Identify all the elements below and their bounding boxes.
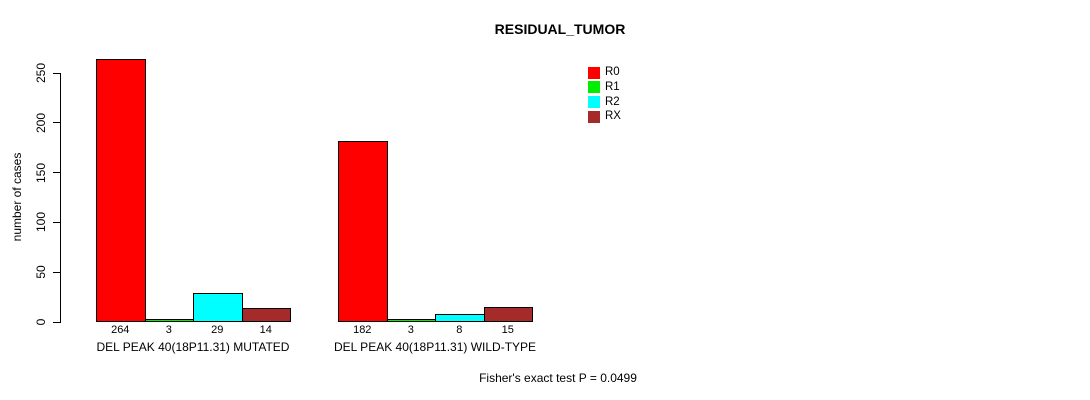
annotation-text: Fisher's exact test P = 0.0499 bbox=[479, 371, 637, 385]
y-axis-tick bbox=[53, 221, 61, 223]
y-axis-label: number of cases bbox=[10, 152, 24, 242]
bar-R0 bbox=[338, 141, 388, 322]
legend-swatch-R1 bbox=[588, 81, 600, 94]
bar-R2 bbox=[435, 314, 485, 322]
y-tick-label: 250 bbox=[34, 62, 48, 84]
y-tick-label: 0 bbox=[34, 318, 48, 326]
legend-item: R0 bbox=[588, 66, 620, 79]
y-tick-label: 50 bbox=[34, 265, 48, 279]
bar-RX bbox=[241, 308, 291, 322]
legend-swatch-RX bbox=[588, 110, 600, 123]
legend-item: RX bbox=[588, 110, 621, 123]
bar-value-label: 15 bbox=[501, 324, 514, 336]
y-tick-label: 200 bbox=[34, 112, 48, 133]
bar-value-label: 264 bbox=[111, 324, 130, 336]
bar-R1 bbox=[386, 319, 436, 322]
bar-R0 bbox=[96, 59, 146, 322]
group-axis-label: DEL PEAK 40(18P11.31) MUTATED bbox=[96, 340, 290, 354]
legend-label: R0 bbox=[605, 66, 620, 78]
legend-swatch-R0 bbox=[588, 66, 600, 79]
y-axis-line bbox=[60, 73, 61, 323]
bar-R2 bbox=[193, 293, 243, 322]
legend-item: R1 bbox=[588, 81, 620, 94]
y-axis-tick bbox=[53, 72, 61, 74]
y-axis-tick bbox=[53, 122, 61, 124]
y-axis-tick bbox=[53, 172, 61, 174]
legend-label: R1 bbox=[605, 80, 620, 93]
bar-R1 bbox=[144, 319, 194, 322]
bar-RX bbox=[483, 307, 533, 322]
bar-value-label: 29 bbox=[211, 324, 224, 336]
legend-item: R2 bbox=[588, 96, 620, 109]
legend-label: RX bbox=[605, 110, 621, 123]
y-axis-tick bbox=[53, 271, 61, 273]
bar-value-label: 8 bbox=[456, 324, 463, 336]
legend-label: R2 bbox=[605, 95, 620, 108]
bar-value-label: 3 bbox=[165, 324, 172, 336]
group-axis-label: DEL PEAK 40(18P11.31) WILD-TYPE bbox=[333, 340, 537, 354]
bar-value-label: 182 bbox=[353, 324, 372, 336]
y-tick-label: 150 bbox=[34, 162, 48, 183]
bar-value-label: 3 bbox=[407, 324, 414, 336]
y-tick-label: 100 bbox=[34, 212, 48, 233]
y-axis-tick bbox=[53, 321, 61, 323]
bar-value-label: 14 bbox=[259, 324, 272, 336]
legend-swatch-R2 bbox=[588, 96, 600, 109]
chart-title: RESIDUAL_TUMOR bbox=[494, 21, 626, 37]
